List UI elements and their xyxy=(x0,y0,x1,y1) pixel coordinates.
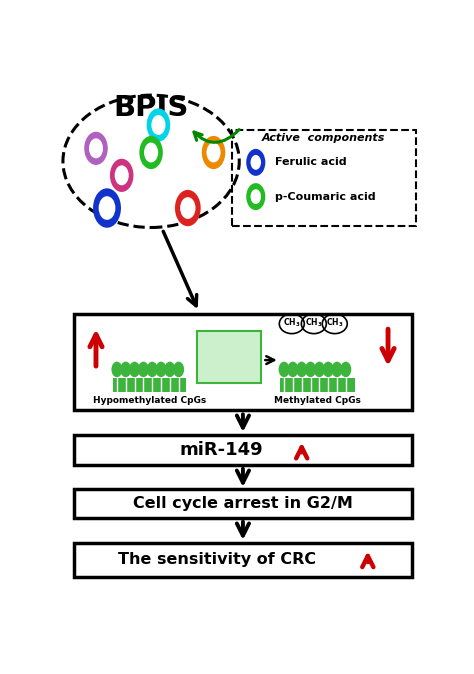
FancyBboxPatch shape xyxy=(74,543,412,576)
FancyArrowPatch shape xyxy=(194,129,239,142)
Circle shape xyxy=(146,109,170,142)
Circle shape xyxy=(287,362,299,377)
Circle shape xyxy=(305,362,316,377)
Circle shape xyxy=(111,362,122,377)
Text: Hypomethylated CpGs: Hypomethylated CpGs xyxy=(92,396,206,405)
Circle shape xyxy=(246,149,265,176)
Circle shape xyxy=(99,196,115,220)
Circle shape xyxy=(138,362,149,377)
Circle shape xyxy=(246,183,265,210)
Text: BPIS: BPIS xyxy=(113,94,189,122)
Text: Ferulic acid: Ferulic acid xyxy=(274,157,346,167)
Circle shape xyxy=(314,362,325,377)
Circle shape xyxy=(180,197,196,219)
Circle shape xyxy=(146,362,158,377)
Circle shape xyxy=(251,155,261,170)
FancyBboxPatch shape xyxy=(74,435,412,465)
Text: Methylated CpGs: Methylated CpGs xyxy=(274,396,361,405)
Circle shape xyxy=(209,146,213,152)
Circle shape xyxy=(175,190,201,226)
Circle shape xyxy=(91,142,95,147)
Text: p-Coumaric acid: p-Coumaric acid xyxy=(274,191,375,202)
Circle shape xyxy=(117,168,121,174)
Circle shape xyxy=(101,200,106,207)
Circle shape xyxy=(115,165,129,185)
Circle shape xyxy=(151,115,165,135)
Text: $\mathbf{CH_3}$: $\mathbf{CH_3}$ xyxy=(283,317,301,330)
Circle shape xyxy=(279,362,290,377)
Circle shape xyxy=(182,200,187,207)
Text: Active  components: Active components xyxy=(262,133,385,143)
Text: Cell cycle arrest in G2/M: Cell cycle arrest in G2/M xyxy=(133,496,353,511)
Text: $\mathbf{CH_3}$: $\mathbf{CH_3}$ xyxy=(305,317,322,330)
Circle shape xyxy=(296,362,307,377)
Text: $\mathbf{CH_3}$: $\mathbf{CH_3}$ xyxy=(326,317,344,330)
Circle shape xyxy=(251,189,261,204)
Circle shape xyxy=(93,188,121,228)
FancyBboxPatch shape xyxy=(197,331,261,383)
FancyBboxPatch shape xyxy=(112,377,186,392)
Circle shape xyxy=(164,362,175,377)
Circle shape xyxy=(110,158,134,192)
Circle shape xyxy=(129,362,140,377)
Circle shape xyxy=(89,138,103,158)
Text: DNMT3a: DNMT3a xyxy=(210,334,249,342)
Circle shape xyxy=(323,362,334,377)
Circle shape xyxy=(331,362,343,377)
Circle shape xyxy=(173,362,184,377)
Circle shape xyxy=(120,362,131,377)
Circle shape xyxy=(154,118,158,124)
Circle shape xyxy=(146,146,150,152)
Text: miR-149: miR-149 xyxy=(179,441,263,459)
Circle shape xyxy=(139,136,163,169)
Circle shape xyxy=(155,362,166,377)
Circle shape xyxy=(207,142,220,162)
Text: DNMT3b: DNMT3b xyxy=(209,346,249,355)
Circle shape xyxy=(144,142,158,162)
FancyBboxPatch shape xyxy=(74,314,412,410)
FancyBboxPatch shape xyxy=(280,377,355,392)
Text: MECP2: MECP2 xyxy=(213,369,245,377)
Circle shape xyxy=(340,362,351,377)
Circle shape xyxy=(84,131,108,165)
FancyBboxPatch shape xyxy=(74,489,412,518)
Text: The sensitivity of CRC: The sensitivity of CRC xyxy=(118,552,316,567)
Circle shape xyxy=(202,136,225,169)
